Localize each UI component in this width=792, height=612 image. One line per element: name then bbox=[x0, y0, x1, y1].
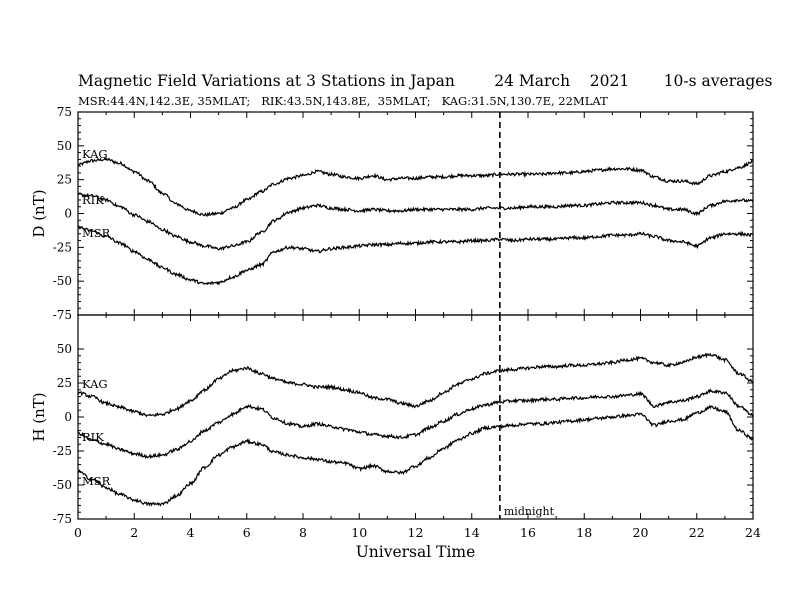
series-line-msr bbox=[77, 404, 754, 507]
annotation-rik: RIK bbox=[82, 430, 104, 444]
y-tick-label: -25 bbox=[53, 240, 72, 254]
x-tick-label: 8 bbox=[299, 525, 307, 540]
x-tick-label: 14 bbox=[464, 525, 480, 540]
series-line-kag bbox=[77, 156, 754, 217]
x-tick-label: 12 bbox=[408, 525, 424, 540]
plot-frame bbox=[77, 111, 754, 316]
annotation-midnight: midnight bbox=[504, 505, 555, 518]
x-axis-label: Universal Time bbox=[356, 543, 476, 561]
y-tick-label: -75 bbox=[53, 512, 72, 526]
x-tick-label: 0 bbox=[74, 525, 82, 540]
plot-frame bbox=[77, 314, 754, 520]
x-tick-label: 2 bbox=[130, 525, 138, 540]
y-tick-label: -25 bbox=[53, 444, 72, 458]
annotation-kag: KAG bbox=[82, 147, 108, 161]
y-tick-label: 0 bbox=[64, 207, 72, 221]
y-axis-label: H (nT) bbox=[30, 392, 48, 441]
y-tick-label: 50 bbox=[57, 342, 72, 356]
series-line-rik bbox=[77, 388, 754, 460]
y-tick-label: 75 bbox=[57, 105, 72, 119]
y-tick-label: 25 bbox=[57, 376, 72, 390]
y-tick-label: -75 bbox=[53, 308, 72, 322]
x-tick-label: 6 bbox=[243, 525, 251, 540]
x-tick-label: 4 bbox=[187, 525, 195, 540]
annotation-msr: MSR bbox=[82, 226, 111, 240]
x-tick-label: 18 bbox=[576, 525, 592, 540]
x-tick-label: 16 bbox=[520, 525, 536, 540]
panel-d: -75 -50 -25 0 25 50 75 D (nT) KAG RIK MSR bbox=[30, 105, 754, 322]
y-tick-label: -50 bbox=[53, 274, 72, 288]
y-tick-label: 50 bbox=[57, 139, 72, 153]
x-tick-label: 22 bbox=[689, 525, 705, 540]
y-tick-label: 0 bbox=[64, 410, 72, 424]
series-line-msr bbox=[77, 225, 754, 286]
x-tick-label: 20 bbox=[633, 525, 649, 540]
annotation-msr: MSR bbox=[82, 474, 111, 488]
x-tick-label: 24 bbox=[745, 525, 761, 540]
annotation-kag: KAG bbox=[82, 377, 108, 391]
y-tick-label: 25 bbox=[57, 173, 72, 187]
chart-title: Magnetic Field Variations at 3 Stations … bbox=[78, 72, 773, 90]
y-axis-label: D (nT) bbox=[30, 189, 48, 237]
series-line-kag bbox=[77, 352, 754, 418]
x-tick-label: 10 bbox=[351, 525, 367, 540]
annotation-rik: RIK bbox=[82, 193, 104, 207]
y-tick-label: -50 bbox=[53, 478, 72, 492]
chart-subtitle: MSR:44.4N,142.3E, 35MLAT; RIK:43.5N,143.… bbox=[78, 94, 608, 108]
series-line-rik bbox=[77, 192, 754, 252]
